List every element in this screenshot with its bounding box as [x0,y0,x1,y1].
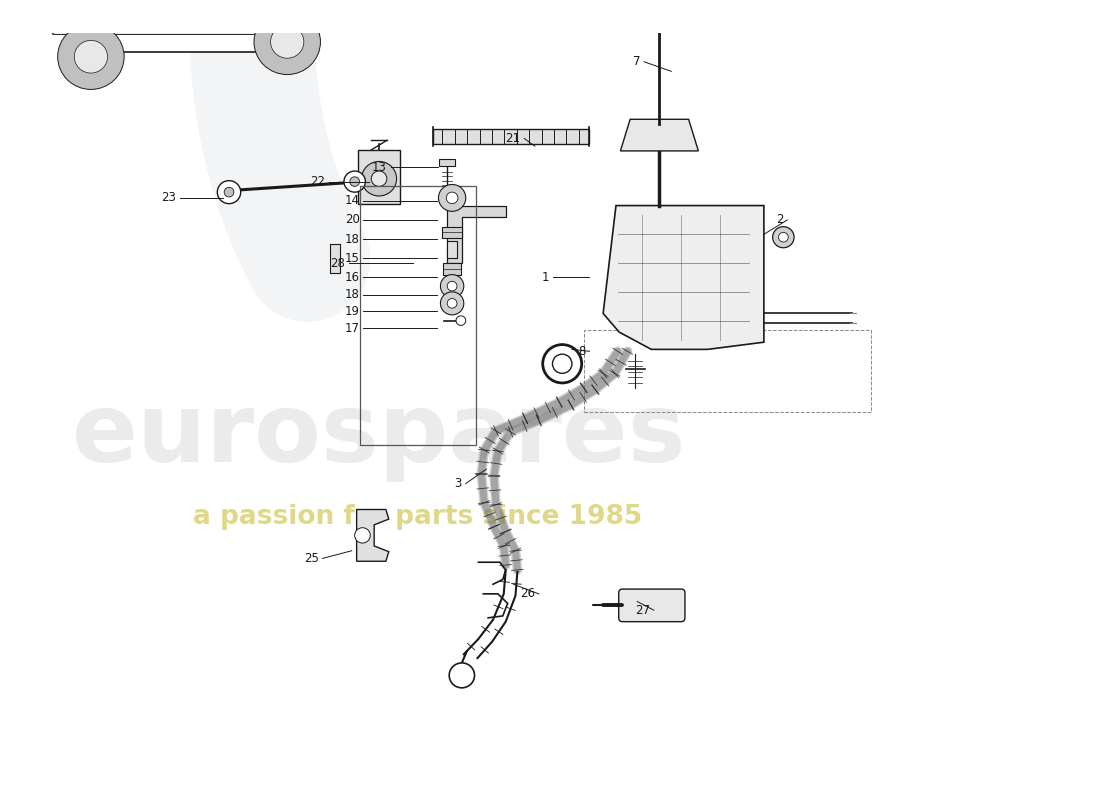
Bar [330,244,340,273]
Circle shape [254,9,320,74]
Text: 1: 1 [542,271,550,284]
Circle shape [440,274,464,298]
Text: 27: 27 [635,604,650,617]
Circle shape [449,663,474,688]
Text: 26: 26 [520,587,535,600]
Circle shape [57,24,124,90]
Text: H: H [657,0,662,2]
Circle shape [350,177,360,186]
Polygon shape [39,0,340,34]
Text: 7: 7 [632,55,640,68]
Circle shape [448,298,456,308]
Bar [87,0,292,52]
Text: 18: 18 [344,233,360,246]
Circle shape [218,181,241,204]
Text: a passion for parts since 1985: a passion for parts since 1985 [194,504,642,530]
Text: 17: 17 [344,322,360,334]
Bar [360,186,476,446]
Text: 2: 2 [776,214,783,226]
Circle shape [439,185,465,211]
Bar [432,129,588,144]
FancyBboxPatch shape [618,589,685,622]
Text: 18: 18 [344,288,360,302]
Text: 8: 8 [579,345,585,358]
Text: 23: 23 [162,191,176,204]
Text: eurospares: eurospares [72,389,686,482]
Circle shape [638,0,681,18]
Bar [443,262,461,275]
Text: 28: 28 [330,257,345,270]
Circle shape [440,292,464,315]
Text: 14: 14 [344,194,360,207]
Text: 21: 21 [505,132,520,145]
Text: 20: 20 [344,214,360,226]
Text: 19: 19 [344,305,360,318]
Circle shape [372,171,387,186]
Text: 25: 25 [304,552,319,565]
Circle shape [344,171,365,192]
Circle shape [224,187,234,197]
Polygon shape [448,206,506,263]
Circle shape [447,192,458,204]
Circle shape [552,354,572,374]
Circle shape [75,40,108,73]
Polygon shape [356,510,388,562]
Circle shape [271,26,304,58]
Text: 3: 3 [454,477,462,490]
Circle shape [362,162,397,196]
Circle shape [448,282,456,291]
Bar [440,158,455,166]
Text: 22: 22 [310,175,326,188]
Circle shape [354,528,371,543]
Bar [358,150,400,204]
Bar [448,241,456,258]
Text: 15: 15 [344,252,360,265]
Circle shape [772,226,794,248]
Polygon shape [603,206,763,350]
Bar [584,330,871,412]
Bar [442,226,462,238]
Polygon shape [620,119,698,151]
Text: 16: 16 [344,271,360,284]
Text: 13: 13 [372,161,387,174]
Circle shape [779,233,789,242]
Circle shape [456,316,465,326]
